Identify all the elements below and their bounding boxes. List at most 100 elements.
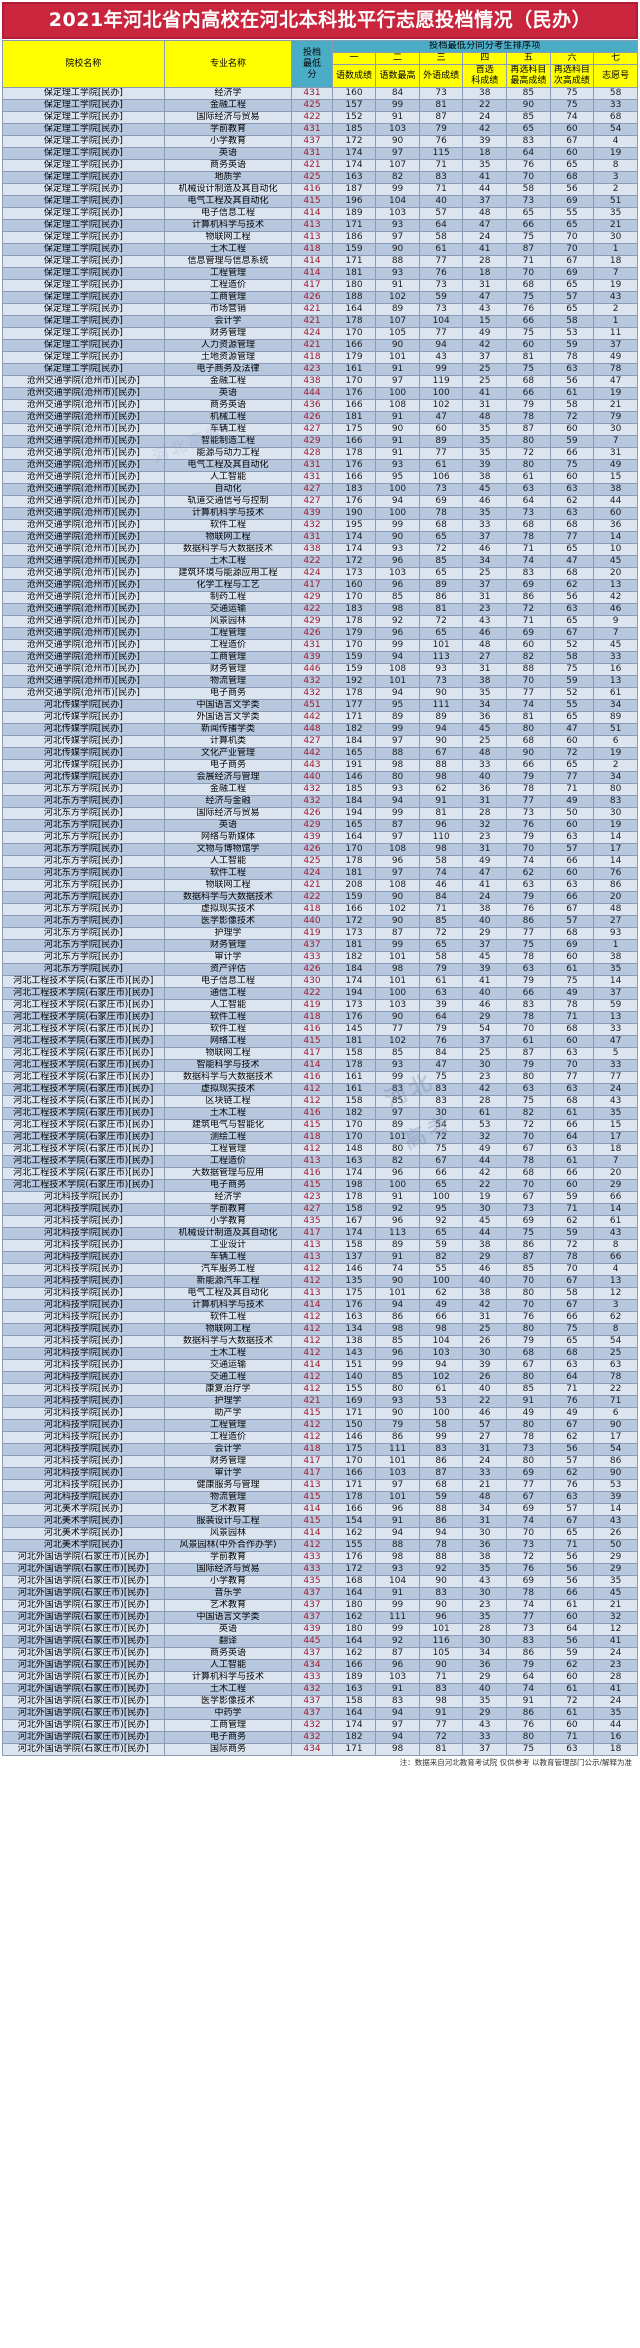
cell-min-score: 439 <box>291 1623 333 1636</box>
cell-rank-3: 72 <box>418 1731 464 1744</box>
table-row: 河北科技学院[民办] 车辆工程 413 137 91 82 29 87 78 66 <box>2 1251 638 1264</box>
cell-major: 土地资源管理 <box>163 351 293 364</box>
cell-rank-5: 86 <box>506 1707 551 1720</box>
cell-rank-2: 83 <box>375 1083 420 1096</box>
cell-school: 河北外国语学院(石家庄市)[民办] <box>2 1707 165 1720</box>
cell-school: 河北工程技术学院(石家庄市)[民办] <box>2 999 165 1012</box>
cell-rank-5: 86 <box>506 915 551 928</box>
cell-min-score: 413 <box>291 1155 333 1168</box>
cell-school: 沧州交通学院(沧州市)[民办] <box>2 435 165 448</box>
cell-rank-2: 99 <box>375 1071 420 1084</box>
cell-rank-6: 56 <box>549 1635 595 1648</box>
cell-rank-4: 32 <box>462 1131 508 1144</box>
cell-rank-4: 43 <box>462 1575 508 1588</box>
cell-rank-5: 70 <box>506 843 551 856</box>
cell-rank-1: 178 <box>331 855 377 868</box>
cell-rank-5: 87 <box>506 1047 551 1060</box>
cell-rank-2: 87 <box>375 819 420 832</box>
table-row: 沧州交通学院(沧州市)[民办] 制药工程 429 170 85 86 31 86 56 42 <box>2 591 638 604</box>
cell-rank-6: 67 <box>549 627 595 640</box>
cell-rank-7: 16 <box>593 1731 638 1744</box>
cell-rank-2: 77 <box>375 1023 420 1036</box>
cell-rank-7: 24 <box>593 1647 638 1660</box>
cell-rank-4: 40 <box>462 1275 508 1288</box>
table-row: 河北科技学院[民办] 工程造价 412 146 86 99 27 78 62 17 <box>2 1431 638 1444</box>
cell-rank-5: 77 <box>506 1479 551 1492</box>
cell-rank-4: 25 <box>462 1323 508 1336</box>
cell-rank-1: 181 <box>331 1035 377 1048</box>
cell-rank-4: 46 <box>462 495 508 508</box>
cell-rank-5: 79 <box>506 975 551 988</box>
cell-min-score: 427 <box>291 1203 333 1216</box>
cell-rank-2: 101 <box>375 1455 420 1468</box>
table-row: 河北外国语学院(石家庄市)[民办] 电子商务 432 182 94 72 33 80 71 16 <box>2 1731 638 1744</box>
cell-rank-3: 61 <box>418 243 464 256</box>
cell-rank-1: 158 <box>331 1695 377 1708</box>
cell-rank-2: 85 <box>375 1047 420 1060</box>
cell-rank-7: 7 <box>593 627 638 640</box>
cell-rank-6: 66 <box>549 1311 595 1324</box>
cell-major: 轨道交通信号与控制 <box>163 495 293 508</box>
cell-rank-7: 43 <box>593 1095 638 1108</box>
cell-rank-3: 67 <box>418 747 464 760</box>
cell-rank-1: 174 <box>331 1167 377 1180</box>
cell-major: 医学影像技术 <box>163 915 293 928</box>
cell-min-score: 418 <box>291 1443 333 1456</box>
cell-rank-7: 19 <box>593 279 638 292</box>
table-row: 河北东方学院[民办] 软件工程 424 181 97 74 47 62 60 76 <box>2 867 638 880</box>
cell-rank-7: 61 <box>593 687 638 700</box>
cell-rank-6: 56 <box>549 375 595 388</box>
table-row: 河北东方学院[民办] 文物与博物馆学 426 170 108 98 31 70 57 17 <box>2 843 638 856</box>
table-row: 沧州交通学院(沧州市)[民办] 财务管理 446 159 108 93 31 88 75 16 <box>2 663 638 676</box>
cell-school: 河北外国语学院(石家庄市)[民办] <box>2 1647 165 1660</box>
cell-rank-2: 97 <box>375 1719 420 1732</box>
cell-rank-3: 40 <box>418 195 464 208</box>
cell-rank-6: 67 <box>549 1515 595 1528</box>
cell-rank-6: 77 <box>549 531 595 544</box>
cell-rank-7: 33 <box>593 99 638 112</box>
cell-rank-6: 65 <box>549 615 595 628</box>
cell-rank-1: 176 <box>331 495 377 508</box>
cell-rank-6: 61 <box>549 387 595 400</box>
cell-rank-1: 157 <box>331 99 377 112</box>
cell-rank-1: 181 <box>331 411 377 424</box>
cell-rank-3: 77 <box>418 327 464 340</box>
cell-rank-6: 62 <box>549 1431 595 1444</box>
table-row: 沧州交通学院(沧州市)[民办] 机械工程 426 181 91 47 48 78 72 79 <box>2 411 638 424</box>
cell-rank-1: 173 <box>331 567 377 580</box>
cell-rank-4: 61 <box>462 1107 508 1120</box>
cell-rank-4: 33 <box>462 759 508 772</box>
cell-rank-6: 53 <box>549 327 595 340</box>
cell-min-score: 417 <box>291 579 333 592</box>
cell-rank-6: 76 <box>549 1479 595 1492</box>
cell-min-score: 415 <box>291 1035 333 1048</box>
cell-rank-6: 49 <box>549 1407 595 1420</box>
table-row: 保定理工学院[民办] 工程管理 414 181 93 76 18 70 69 7 <box>2 267 638 280</box>
cell-rank-7: 43 <box>593 291 638 304</box>
cell-major: 电子商务 <box>163 687 293 700</box>
cell-rank-2: 104 <box>375 195 420 208</box>
cell-rank-5: 64 <box>506 1671 551 1684</box>
cell-rank-7: 7 <box>593 435 638 448</box>
cell-min-score: 421 <box>291 879 333 892</box>
cell-rank-6: 64 <box>549 1623 595 1636</box>
col-header-school: 院校名称 <box>2 40 165 88</box>
cell-rank-3: 65 <box>418 1227 464 1240</box>
cell-rank-5: 79 <box>506 771 551 784</box>
cell-major: 会展经济与管理 <box>163 771 293 784</box>
cell-rank-5: 86 <box>506 1239 551 1252</box>
cell-major: 国际经济与贸易 <box>163 111 293 124</box>
cell-major: 学前教育 <box>163 1203 293 1216</box>
cell-rank-5: 78 <box>506 1431 551 1444</box>
cell-rank-7: 49 <box>593 459 638 472</box>
cell-rank-6: 57 <box>549 1455 595 1468</box>
cell-rank-6: 65 <box>549 219 595 232</box>
cell-rank-6: 52 <box>549 687 595 700</box>
cell-rank-1: 172 <box>331 135 377 148</box>
cell-rank-4: 38 <box>462 87 508 100</box>
cell-rank-5: 72 <box>506 447 551 460</box>
cell-major: 工业设计 <box>163 1239 293 1252</box>
cell-rank-7: 80 <box>593 783 638 796</box>
cell-rank-4: 31 <box>462 1515 508 1528</box>
cell-major: 计算机科学与技术 <box>163 1299 293 1312</box>
